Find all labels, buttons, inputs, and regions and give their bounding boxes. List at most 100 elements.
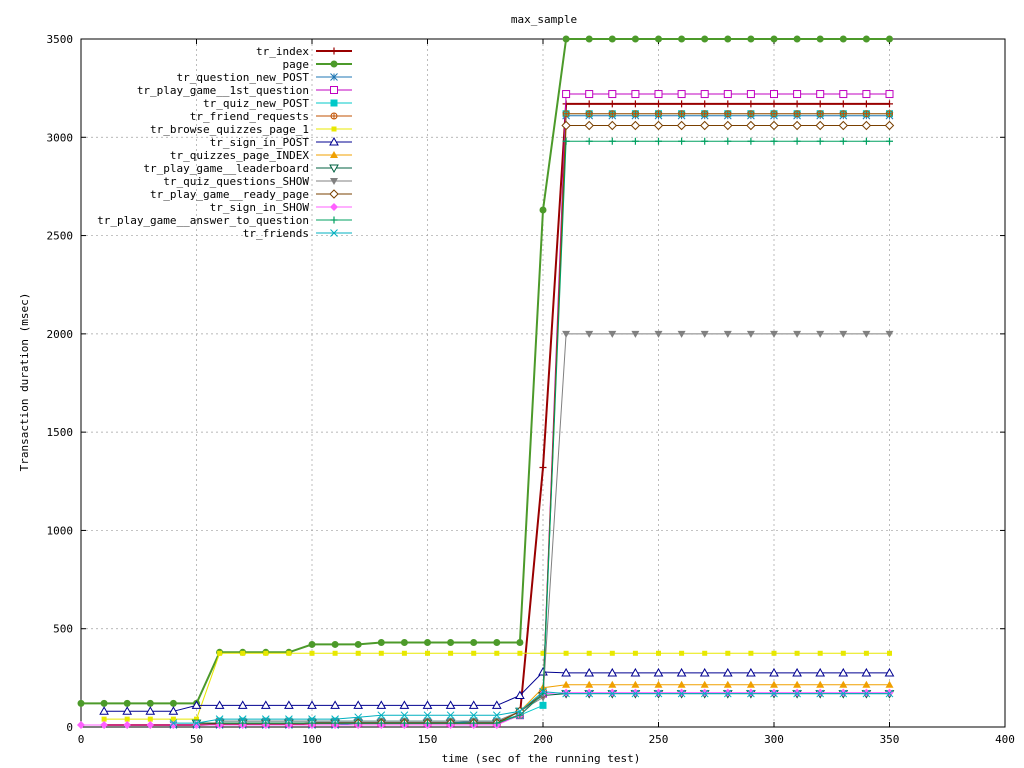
data-point <box>330 47 338 55</box>
data-point <box>816 35 824 43</box>
data-point <box>793 689 801 698</box>
y-axis-label: Transaction duration (msec) <box>18 293 31 472</box>
legend-label: tr_question_new_POST <box>177 71 310 84</box>
data-point <box>446 711 455 720</box>
data-point <box>329 164 339 174</box>
data-point <box>330 73 338 81</box>
data-point <box>631 100 639 108</box>
data-point <box>885 90 894 99</box>
data-point <box>770 680 778 688</box>
data-point <box>793 110 801 118</box>
data-point <box>793 330 802 338</box>
data-point <box>124 716 130 722</box>
data-point <box>678 110 686 118</box>
data-point <box>770 137 778 145</box>
data-point <box>884 120 895 131</box>
data-point <box>330 112 338 120</box>
data-point <box>862 330 871 338</box>
legend-label: tr_friend_requests <box>190 110 309 123</box>
data-point <box>608 330 617 338</box>
data-point <box>517 650 523 656</box>
data-point <box>516 638 524 646</box>
data-point <box>885 688 894 697</box>
data-point <box>562 137 570 145</box>
legend-item: tr_play_game__1st_question <box>137 84 352 97</box>
data-point <box>746 120 756 131</box>
legend-label: tr_quiz_questions_SHOW <box>163 175 309 188</box>
data-point <box>585 330 594 338</box>
data-point <box>771 650 777 656</box>
data-point <box>631 680 640 688</box>
series-tr_friends <box>169 687 894 727</box>
series-tr_sign_in_POST <box>99 666 895 715</box>
data-point <box>793 680 802 688</box>
data-point <box>655 35 662 43</box>
data-point <box>100 699 108 707</box>
data-point <box>330 151 338 158</box>
data-point <box>839 330 848 338</box>
data-point <box>862 110 870 118</box>
data-point <box>631 90 640 99</box>
data-point <box>699 120 710 131</box>
y-tick-label: 2500 <box>47 230 74 243</box>
data-point <box>261 715 270 723</box>
data-point <box>655 100 662 108</box>
data-point <box>839 110 847 118</box>
data-point <box>724 35 732 43</box>
data-point <box>425 650 430 656</box>
data-point <box>562 680 571 688</box>
data-point <box>168 706 179 715</box>
data-point <box>886 137 893 145</box>
data-point <box>423 711 432 720</box>
data-point <box>607 667 618 677</box>
data-point <box>700 90 709 99</box>
x-tick-label: 150 <box>418 733 438 746</box>
data-point <box>861 120 872 131</box>
data-point <box>608 35 616 43</box>
series-line <box>81 38 890 705</box>
data-point <box>585 688 594 697</box>
data-point <box>817 650 823 656</box>
data-point <box>471 650 477 656</box>
data-point <box>656 650 661 656</box>
legend-label: tr_play_game__ready_page <box>150 188 309 201</box>
data-point <box>331 640 339 648</box>
data-point <box>862 90 871 99</box>
x-axis-label: time (sec of the running test) <box>442 752 641 765</box>
data-point <box>77 699 85 707</box>
data-point <box>400 638 408 646</box>
legend-item: tr_browse_quizzes_page_1 <box>150 123 352 136</box>
data-point <box>793 35 801 43</box>
data-point <box>885 689 894 698</box>
x-tick-label: 250 <box>649 733 669 746</box>
data-point <box>585 90 594 99</box>
data-point <box>838 120 849 131</box>
data-point <box>540 650 546 656</box>
data-point <box>886 110 893 118</box>
data-point <box>862 137 870 145</box>
y-tick-label: 3500 <box>47 33 74 46</box>
data-point <box>701 137 709 145</box>
data-point <box>585 689 594 698</box>
data-point <box>723 689 732 698</box>
data-point <box>793 688 802 697</box>
data-point <box>816 137 824 145</box>
data-point <box>654 330 663 338</box>
data-point <box>216 719 224 727</box>
data-point <box>723 688 732 697</box>
data-point <box>586 650 592 656</box>
data-point <box>655 110 662 118</box>
data-point <box>307 700 317 709</box>
data-point <box>539 687 547 696</box>
data-point <box>377 719 385 727</box>
data-point <box>654 90 663 99</box>
data-point <box>516 711 524 719</box>
data-point <box>793 90 802 99</box>
legend-label: tr_quiz_new_POST <box>203 97 309 110</box>
data-point <box>146 699 154 707</box>
data-point <box>331 715 339 723</box>
series-line <box>81 692 890 726</box>
data-point <box>400 711 409 720</box>
data-point <box>816 90 825 99</box>
